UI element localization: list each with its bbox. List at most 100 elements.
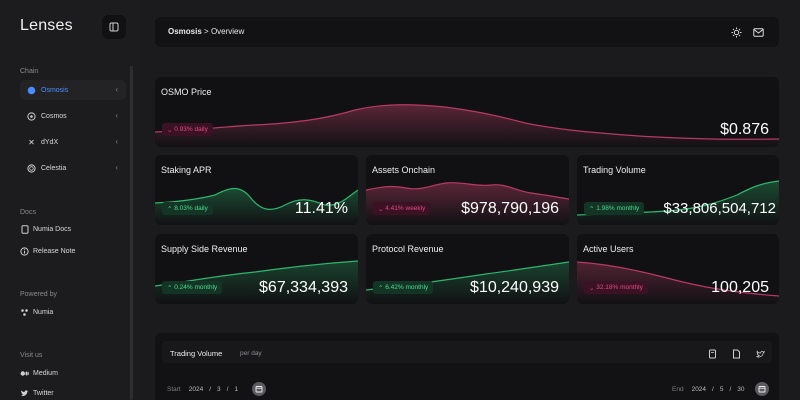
calendar-icon bbox=[255, 386, 263, 393]
card-value: 11.41% bbox=[294, 200, 348, 217]
sidebar-link-label: Release Note bbox=[33, 248, 76, 255]
sun-icon bbox=[731, 27, 741, 37]
sidebar-item-label: Celestia bbox=[41, 164, 67, 172]
change-text: 0.93% daily bbox=[174, 126, 208, 133]
chart-subtitle: per day bbox=[240, 350, 262, 357]
card-title: Staking APR bbox=[161, 165, 212, 175]
chevron-left-icon: ‹ bbox=[115, 85, 118, 94]
change-text: 1.98% monthly bbox=[596, 205, 640, 212]
card-active-users[interactable]: Active Users ⌄ 32.18% monthly 100,205 bbox=[577, 234, 779, 304]
date-separator: / bbox=[226, 385, 229, 393]
date-separator: / bbox=[729, 385, 732, 393]
docs-section-label: Docs bbox=[20, 209, 36, 216]
osmo-price-sparkline bbox=[155, 104, 779, 147]
start-day[interactable]: 1 bbox=[234, 385, 239, 393]
download-button[interactable] bbox=[732, 346, 741, 364]
change-badge: ⌄ 4.41% weekly bbox=[373, 202, 431, 215]
end-date-picker[interactable]: End 2024 / 5 / 30 bbox=[672, 382, 769, 396]
breadcrumb-separator: > bbox=[204, 27, 209, 36]
sidebar-item-dydx[interactable]: ✕ dYdX ‹ bbox=[20, 132, 126, 152]
share-twitter-button[interactable] bbox=[755, 346, 766, 364]
start-date-picker[interactable]: Start 2024 / 3 / 1 bbox=[167, 382, 267, 396]
up-arrow-icon: ⌃ bbox=[167, 284, 175, 292]
copy-button[interactable] bbox=[708, 346, 717, 364]
end-year[interactable]: 2024 bbox=[691, 385, 707, 393]
change-text: 4.41% weekly bbox=[385, 205, 426, 212]
change-text: 6.42% monthly bbox=[385, 284, 429, 291]
medium-icon bbox=[20, 369, 29, 378]
change-text: 8.03% daily bbox=[174, 205, 208, 212]
info-icon bbox=[20, 247, 29, 256]
sidebar-link-release-note[interactable]: Release Note bbox=[20, 247, 75, 256]
card-supply-side-revenue[interactable]: Supply Side Revenue ⌃ 0.24% monthly $67,… bbox=[155, 234, 358, 304]
start-month[interactable]: 3 bbox=[217, 385, 221, 393]
up-arrow-icon: ⌃ bbox=[378, 284, 386, 292]
end-label: End bbox=[672, 385, 684, 393]
card-title: Trading Volume bbox=[583, 165, 646, 175]
numia-icon bbox=[20, 308, 29, 317]
card-protocol-revenue[interactable]: Protocol Revenue ⌃ 6.42% monthly $10,240… bbox=[366, 234, 569, 304]
end-month[interactable]: 5 bbox=[719, 385, 724, 393]
chevron-left-icon: ‹ bbox=[115, 137, 118, 146]
chain-section-label: Chain bbox=[20, 68, 39, 75]
app-logo[interactable]: Lenses bbox=[20, 17, 73, 34]
chart-header: Trading Volume per day bbox=[162, 341, 772, 363]
chevron-left-icon: ‹ bbox=[115, 163, 118, 172]
start-label: Start bbox=[167, 385, 181, 393]
down-arrow-icon: ⌄ bbox=[589, 284, 597, 292]
breadcrumb-chain[interactable]: Osmosis bbox=[168, 27, 202, 36]
breadcrumb-page: Overview bbox=[210, 27, 245, 36]
down-arrow-icon: ⌄ bbox=[167, 126, 175, 134]
visit-section-label: Visit us bbox=[20, 352, 43, 359]
sidebar-link-label: Numia Docs bbox=[33, 226, 72, 233]
mail-button[interactable] bbox=[751, 25, 765, 39]
mail-icon bbox=[752, 27, 764, 37]
sidebar-link-numia[interactable]: Numia bbox=[20, 308, 53, 317]
change-badge: ⌄ 0.93% daily bbox=[162, 123, 213, 136]
sidebar-scrollbar[interactable] bbox=[130, 66, 133, 400]
chart-title: Trading Volume bbox=[170, 349, 223, 358]
sidebar-link-twitter[interactable]: Twitter bbox=[20, 389, 54, 398]
sidebar-link-label: Twitter bbox=[33, 390, 54, 397]
card-value: $67,334,393 bbox=[259, 279, 348, 296]
theme-toggle-button[interactable] bbox=[729, 25, 743, 39]
file-icon bbox=[733, 349, 740, 359]
end-day[interactable]: 30 bbox=[737, 385, 745, 393]
collapse-sidebar-button[interactable] bbox=[102, 15, 126, 39]
change-text: 32.18% monthly bbox=[596, 284, 643, 291]
start-year[interactable]: 2024 bbox=[188, 385, 204, 393]
card-trading-volume[interactable]: Trading Volume ⌃ 1.98% monthly $33,806,5… bbox=[577, 155, 779, 225]
sidebar-item-label: Osmosis bbox=[41, 86, 69, 94]
cosmos-icon bbox=[27, 111, 36, 121]
card-title: Protocol Revenue bbox=[372, 244, 444, 254]
book-icon bbox=[20, 225, 29, 234]
change-badge: ⌄ 32.18% monthly bbox=[584, 281, 648, 294]
card-value: $33,806,504,712 bbox=[663, 200, 776, 217]
sidebar-link-medium[interactable]: Medium bbox=[20, 369, 58, 378]
sidebar-link-label: Numia bbox=[33, 309, 54, 316]
sidebar-link-numia-docs[interactable]: Numia Docs bbox=[20, 225, 71, 234]
card-value: $0.876 bbox=[720, 121, 769, 138]
card-osmo-price[interactable]: OSMO Price ⌄ 0.93% daily $0.876 bbox=[155, 77, 779, 147]
celestia-icon bbox=[27, 163, 36, 173]
change-badge: ⌃ 1.98% monthly bbox=[584, 202, 645, 215]
change-badge: ⌃ 6.42% monthly bbox=[373, 281, 434, 294]
end-calendar-button[interactable] bbox=[754, 382, 769, 396]
up-arrow-icon: ⌃ bbox=[167, 205, 175, 213]
card-assets-onchain[interactable]: Assets Onchain ⌄ 4.41% weekly $978,790,1… bbox=[366, 155, 569, 225]
card-title: Supply Side Revenue bbox=[161, 244, 248, 254]
start-calendar-button[interactable] bbox=[252, 382, 267, 396]
sidebar-item-cosmos[interactable]: Cosmos ‹ bbox=[20, 106, 126, 126]
sidebar: Lenses Chain Osmosis ‹ Cosmos ‹ ✕ dYdX ‹… bbox=[0, 0, 140, 400]
change-badge: ⌃ 0.24% monthly bbox=[162, 281, 223, 294]
card-value: $978,790,196 bbox=[461, 200, 559, 217]
sidebar-item-celestia[interactable]: Celestia ‹ bbox=[20, 158, 126, 178]
date-separator: / bbox=[712, 385, 714, 393]
sidebar-item-osmosis[interactable]: Osmosis ‹ bbox=[20, 80, 126, 100]
down-arrow-icon: ⌄ bbox=[378, 205, 386, 213]
staking-apr-sparkline bbox=[155, 187, 358, 225]
twitter-icon bbox=[20, 389, 29, 398]
breadcrumb: Osmosis > Overview bbox=[168, 27, 244, 36]
card-staking-apr[interactable]: Staking APR ⌃ 8.03% daily 11.41% bbox=[155, 155, 358, 225]
